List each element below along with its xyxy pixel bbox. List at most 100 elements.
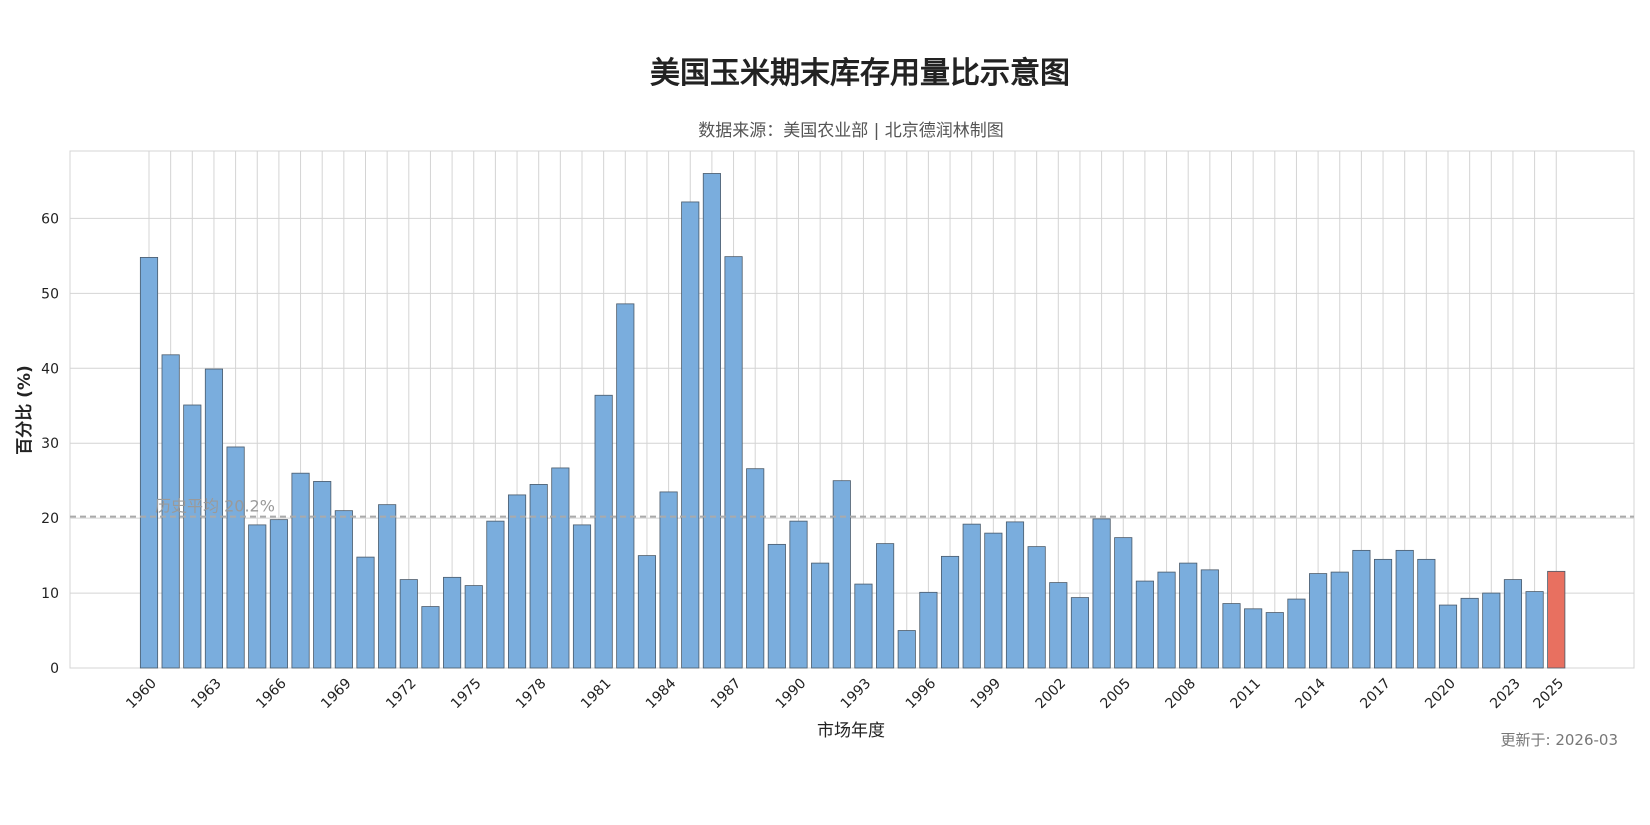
bar-2019 [1417, 558, 1436, 669]
y-tick-label: 50 [41, 286, 59, 302]
bar-1965 [248, 524, 267, 669]
x-tick-label: 1963 [188, 676, 225, 713]
bar-1978 [529, 484, 548, 669]
bar-1975 [464, 585, 483, 669]
y-axis-label: 百分比 (%) [14, 365, 35, 455]
bar-2022 [1482, 592, 1501, 669]
bar-2002 [1049, 582, 1068, 669]
x-tick-label: 1996 [903, 675, 940, 712]
bar-2005 [1114, 537, 1133, 669]
bar-1991 [811, 562, 830, 669]
bar-2025 [1547, 570, 1566, 669]
bar-2021 [1460, 597, 1479, 669]
bar-1974 [443, 576, 462, 669]
y-tick-label: 30 [41, 436, 59, 452]
x-tick-label: 2020 [1422, 676, 1459, 713]
bar-1967 [291, 472, 310, 669]
bar-1998 [962, 523, 981, 669]
x-tick-label: 1969 [318, 676, 355, 713]
x-tick-label: 1993 [838, 676, 875, 713]
x-tick-label: 2008 [1163, 676, 1200, 713]
x-tick-label: 1981 [578, 676, 615, 713]
x-tick-label: 2014 [1292, 675, 1329, 712]
bar-2008 [1179, 562, 1198, 669]
chart-title: 美国玉米期末库存用量比示意图 [650, 56, 1070, 91]
bar-1966 [269, 519, 288, 669]
bar-1987 [724, 256, 743, 669]
bar-1962 [183, 404, 202, 669]
x-tick-label: 1984 [643, 675, 680, 712]
y-axis-ticks: 0 10 20 30 40 50 60 [41, 211, 59, 677]
bar-1971 [378, 504, 397, 669]
bar-2023 [1503, 579, 1523, 669]
bar-1986 [702, 173, 721, 669]
average-line-group: 历史平均 20.2% [70, 497, 1634, 518]
bar-2003 [1070, 597, 1090, 669]
x-tick-label: 2011 [1227, 676, 1264, 713]
bar-1997 [940, 555, 960, 669]
bar-1984 [659, 491, 678, 669]
x-tick-label: 1987 [708, 676, 745, 713]
bar-1968 [313, 481, 332, 669]
bar-2014 [1309, 573, 1328, 669]
bar-2016 [1352, 549, 1371, 669]
x-tick-label: 2005 [1098, 676, 1135, 713]
bar-2020 [1438, 604, 1458, 669]
bar-2015 [1330, 571, 1349, 669]
chart-subtitle: 数据来源：美国农业部 | 北京德润林制图 [698, 121, 1004, 141]
bar-2001 [1027, 546, 1046, 669]
bar-2011 [1244, 608, 1263, 669]
y-tick-label: 40 [41, 361, 59, 377]
x-tick-label: 1999 [968, 676, 1005, 713]
bar-1988 [746, 468, 765, 669]
bar-1996 [919, 591, 938, 669]
bar-1969 [334, 510, 353, 669]
bar-2009 [1200, 569, 1219, 669]
y-tick-label: 20 [41, 511, 59, 527]
x-tick-label: 2025 [1531, 676, 1568, 713]
bar-1990 [789, 520, 808, 669]
bar-1964 [226, 446, 245, 669]
bar-2006 [1135, 580, 1154, 669]
y-tick-label: 60 [41, 211, 59, 227]
bar-1989 [767, 543, 786, 669]
bar-1982 [616, 303, 635, 669]
bar-1976 [486, 520, 505, 669]
x-tick-label: 2023 [1487, 676, 1524, 713]
bar-1994 [876, 543, 895, 669]
bar-1973 [421, 606, 440, 669]
y-tick-label: 0 [50, 661, 59, 677]
x-tick-label: 2017 [1357, 676, 1394, 713]
updated-note: 更新于: 2026-03 [1501, 731, 1619, 749]
bar-2017 [1373, 558, 1393, 669]
bar-2024 [1525, 591, 1544, 669]
bar-1983 [637, 555, 657, 669]
bar-2007 [1157, 571, 1176, 669]
bar-1963 [204, 368, 224, 669]
bar-1972 [399, 579, 418, 669]
bar-1993 [854, 583, 873, 669]
x-tick-label: 1960 [123, 676, 160, 713]
bar-1981 [594, 394, 613, 669]
x-tick-label: 2002 [1033, 676, 1070, 713]
bar-1970 [356, 556, 375, 669]
x-axis-label: 市场年度 [817, 721, 885, 741]
bar-1985 [681, 201, 700, 669]
bar-1979 [551, 467, 570, 669]
x-tick-label: 1966 [253, 675, 290, 712]
bar-1961 [161, 354, 180, 669]
x-axis-ticks: 1960 1963 1966 1969 1972 1975 1978 1981 1984 1987… [123, 675, 1567, 712]
bars [139, 173, 1566, 669]
x-tick-label: 1990 [773, 676, 810, 713]
bar-2018 [1395, 549, 1414, 669]
y-tick-label: 10 [41, 586, 59, 602]
bar-2004 [1092, 518, 1111, 669]
bar-2012 [1265, 612, 1284, 669]
x-tick-label: 1972 [383, 676, 420, 713]
bar-2000 [1005, 521, 1025, 669]
x-tick-label: 1975 [448, 676, 485, 713]
bar-1999 [984, 532, 1003, 669]
bar-1977 [507, 494, 527, 669]
